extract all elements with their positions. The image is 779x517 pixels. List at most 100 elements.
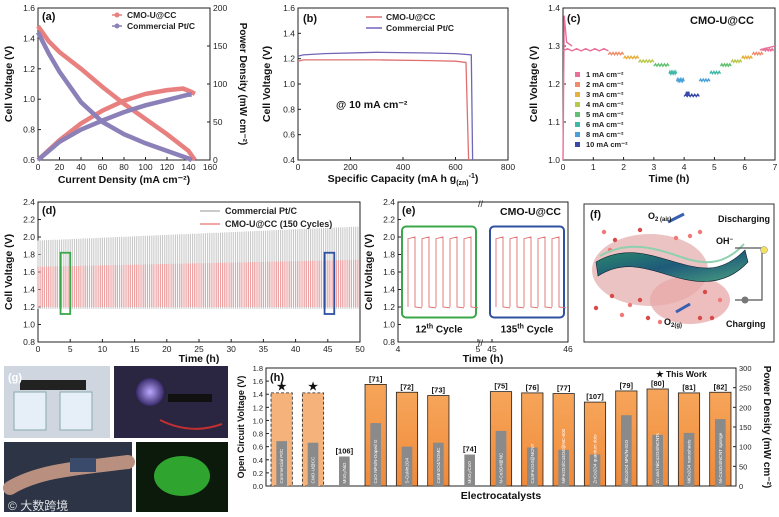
y-tick-label: 2.4 [383,197,395,207]
y2-axis-label: Power Density (mW cm⁻²) [237,23,248,146]
panel-label: (g) [8,372,22,384]
category-label: MnO₂/NiO [342,462,347,483]
ref-label: [77] [557,384,571,393]
panel-c: (c) CMO-U@CC 0 1 2 3 4 5 6 7 1.0 1.1 1.2 1.3 1.4 Time… [528,3,778,185]
category-label: NiFe2O4/Co3O4@NC-600 [561,428,566,483]
power-density-bar [370,423,381,486]
ref-label: [106] [336,447,354,456]
y2-tick-label: 200 [739,403,752,412]
carbon-layer-band [595,249,749,282]
panel-label: (c) [567,13,581,25]
ref-label: [76] [526,383,540,392]
x-tick-label: 400 [396,162,410,172]
o2-air-label: O2 (air) [648,211,671,223]
y-tick-label: 0.8 [253,430,263,439]
legend-swatch [575,82,580,87]
series-group [297,51,474,161]
cycling-band-ptc [37,226,359,309]
category-label: NiCo2O4 nanosheets [687,439,692,484]
axes: 0 200 400 600 800 0.4 0.6 0.8 1.0 1.2 1.4 1.6 Cell V… [261,3,515,187]
particle-dot [619,312,625,318]
y-tick-label: 0.6 [283,130,295,140]
y-tick-label: 0.8 [23,125,35,135]
legend: 1 mA cm⁻²2 mA cm⁻²3 mA cm⁻²4 mA cm⁻²5 mA… [575,70,628,149]
y-tick-label: 1.4 [23,33,35,43]
x-tick-label: 20 [55,162,65,172]
rate-step-return-6 [751,51,764,57]
y-axis-label: Cell Voltage (V) [261,46,273,122]
y-tick-label: 1.6 [23,3,35,13]
power-density-bar [589,454,601,486]
x-tick-label: 5 [476,344,481,354]
x-tick-label: 20 [162,344,172,354]
y-tick-label: 1.4 [283,28,295,38]
y-tick-label: 1.6 [383,267,395,277]
x-tick-label: 40 [76,162,86,172]
panel-e: (e) CMO-U@CC 4 5 45 460.81.01.21.41.61.82.0… [363,197,573,365]
particle-dot [627,302,633,308]
y-tick-label: 1.2 [383,302,395,312]
y2-tick-label: 200 [213,3,227,13]
particle-dot [593,305,599,311]
legend-label: 6 mA cm⁻² [586,120,624,129]
inset-box-1 [489,225,565,319]
x-axis-label: Specific Capacity (mA h g(zn)-1) [328,173,479,187]
carbon-layer-band-top [599,243,745,264]
rate-step-6 [675,76,685,84]
x-tick-label: 600 [448,162,462,172]
legend-swatch [575,72,580,77]
y-tick-label: 0.8 [383,337,395,347]
power-source-icon [741,296,749,304]
rate-step-5 [668,69,678,76]
y-tick-label: 0.4 [253,456,263,465]
annotation: @ 10 mA cm⁻² [336,99,408,111]
x-axis-label: Time (h) [649,173,690,185]
discharging-label: Discharging [718,214,770,224]
y-tick-label: 2.0 [23,232,35,242]
particle-dot [637,227,643,233]
legend-label: 4 mA cm⁻² [586,100,624,109]
x-tick-label: 160 [203,162,217,172]
x-tick-label: 5 [68,344,73,354]
legend-label: 5 mA cm⁻² [586,110,624,119]
ref-label: [107] [586,392,604,401]
x-tick-label: 0 [36,162,41,172]
legend-label-ptc: Commercial Pt/C [386,23,454,33]
category-label: Commercial Pt/C [279,448,284,483]
x-tick-label: 15 [130,344,140,354]
category-label: NiCo2O4 NPs/N-rGO [624,439,629,483]
legend-swatch [575,122,580,127]
y-tick-label: 1.2 [23,64,35,74]
particle-dot [601,229,607,235]
ref-label: [73] [432,386,446,395]
x-tick-label: 4 [396,344,401,354]
rate-step-return-3 [719,62,732,68]
panel-label: (a) [42,11,56,23]
ref-label: [75] [494,382,508,391]
ref-label: [74] [463,445,477,454]
particle-dots [593,227,723,325]
ref-label: [79] [620,381,634,390]
particle-dot [673,235,679,241]
y-tick-label: 0.2 [253,469,263,478]
x-tick-label: 10 [98,344,108,354]
x-tick-label: 25 [194,344,204,354]
y-tick-label: 1.4 [23,285,35,295]
ref-label: [82] [714,382,728,391]
y-axis-label: Cell Voltage (V) [3,234,15,310]
panel-title: CMO-U@CC [500,206,561,218]
voltage-curve-0 [36,24,197,162]
y-axis-label: Cell Voltage (V) [3,46,15,122]
y-tick-label: 1.0 [283,79,295,89]
series-group: ★ Commercial Pt/C ★ CMO-U@CC [106] MnO₂/NiO [7… [270,374,732,487]
x-tick-label: 7 [773,162,778,172]
panel-label: (h) [270,372,284,384]
x-tick-label: 30 [226,344,236,354]
y-tick-label: 1.0 [23,320,35,330]
y-tick-label: 1.2 [548,79,560,89]
y-tick-label: 1.3 [548,41,560,51]
y-tick-label: 0.0 [253,482,263,491]
category-label: CMO-U@CC [311,456,316,484]
y-tick-label: 1.4 [253,390,263,399]
